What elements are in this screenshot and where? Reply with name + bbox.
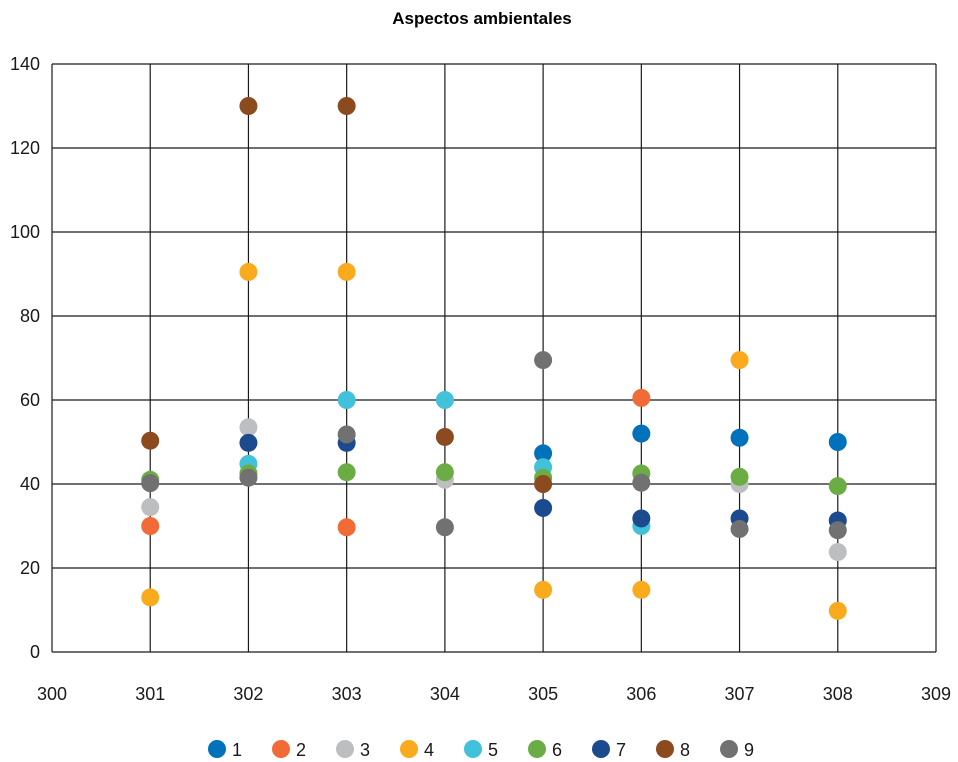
y-tick-label: 40 xyxy=(20,474,40,494)
data-points xyxy=(141,97,847,620)
data-point xyxy=(632,388,651,407)
x-tick-label: 305 xyxy=(528,684,558,704)
data-point xyxy=(632,424,651,443)
data-point xyxy=(435,427,454,446)
data-point xyxy=(534,351,553,370)
y-tick-label: 0 xyxy=(30,642,40,662)
data-point xyxy=(828,477,847,496)
x-tick-label: 307 xyxy=(725,684,755,704)
data-point xyxy=(239,262,258,281)
x-tick-label: 303 xyxy=(332,684,362,704)
legend-item: 5 xyxy=(464,740,498,760)
x-tick-label: 308 xyxy=(823,684,853,704)
data-point xyxy=(534,444,553,463)
x-tick-label: 309 xyxy=(921,684,951,704)
data-point xyxy=(337,463,356,482)
data-point xyxy=(337,425,356,444)
data-point xyxy=(534,580,553,599)
legend-item: 4 xyxy=(400,740,434,760)
grid xyxy=(51,63,937,653)
legend-marker xyxy=(272,740,290,758)
x-tick-label: 302 xyxy=(233,684,263,704)
data-point xyxy=(730,519,749,538)
data-point xyxy=(534,498,553,517)
data-point xyxy=(435,463,454,482)
series-8 xyxy=(141,97,553,493)
legend-item: 1 xyxy=(208,740,242,760)
data-point xyxy=(337,391,356,409)
y-tick-label: 140 xyxy=(10,54,40,74)
legend-marker xyxy=(208,740,226,758)
legend-item: 6 xyxy=(528,740,562,760)
y-tick-label: 120 xyxy=(10,138,40,158)
legend-label: 9 xyxy=(744,740,754,760)
data-point xyxy=(632,509,651,528)
data-point xyxy=(141,474,160,493)
data-point xyxy=(435,391,454,409)
chart-title: Aspectos ambientales xyxy=(392,9,572,28)
legend-label: 8 xyxy=(680,740,690,760)
legend-item: 3 xyxy=(336,740,370,760)
x-axis-ticks: 300 301 302 303 304 305 306 307 308 309 xyxy=(37,684,951,704)
data-point xyxy=(534,475,553,493)
legend-item: 9 xyxy=(720,740,754,760)
data-point xyxy=(632,473,651,492)
legend-label: 3 xyxy=(360,740,370,760)
legend-item: 8 xyxy=(656,740,690,760)
data-point xyxy=(828,433,847,451)
data-point xyxy=(141,517,160,535)
legend-item: 7 xyxy=(592,740,626,760)
legend-label: 4 xyxy=(424,740,434,760)
y-tick-label: 80 xyxy=(20,306,40,326)
x-tick-label: 300 xyxy=(37,684,67,704)
series-9 xyxy=(141,351,847,540)
legend-marker xyxy=(656,740,674,758)
legend-marker xyxy=(464,740,482,758)
series-1 xyxy=(534,424,847,463)
data-point xyxy=(435,518,454,537)
legend-label: 5 xyxy=(488,740,498,760)
data-point xyxy=(828,601,847,620)
data-point xyxy=(239,418,258,437)
data-point xyxy=(632,580,651,599)
legend-label: 7 xyxy=(616,740,626,760)
data-point xyxy=(828,543,847,562)
x-tick-label: 304 xyxy=(430,684,460,704)
data-point xyxy=(141,431,160,450)
legend: 1 2 3 4 5 6 7 8 9 xyxy=(208,740,754,760)
legend-marker xyxy=(400,740,418,758)
legend-label: 2 xyxy=(296,740,306,760)
data-point xyxy=(337,97,356,115)
data-point xyxy=(239,468,258,487)
legend-item: 2 xyxy=(272,740,306,760)
y-tick-label: 60 xyxy=(20,390,40,410)
series-2 xyxy=(141,388,651,537)
legend-marker xyxy=(720,740,738,758)
legend-marker xyxy=(528,740,546,758)
data-point xyxy=(828,521,847,540)
data-point xyxy=(730,351,749,370)
data-point xyxy=(337,518,356,537)
y-axis-ticks: 0 20 40 60 80 100 120 140 xyxy=(10,54,40,662)
series-4 xyxy=(141,262,847,620)
data-point xyxy=(239,433,258,452)
legend-marker xyxy=(336,740,354,758)
legend-label: 1 xyxy=(232,740,242,760)
x-tick-label: 306 xyxy=(626,684,656,704)
x-tick-label: 301 xyxy=(135,684,165,704)
data-point xyxy=(141,498,160,517)
y-tick-label: 20 xyxy=(20,558,40,578)
data-point xyxy=(239,97,258,115)
legend-marker xyxy=(592,740,610,758)
data-point xyxy=(730,428,749,447)
data-point xyxy=(337,262,356,281)
data-point xyxy=(141,588,160,607)
data-point xyxy=(730,467,749,486)
legend-label: 6 xyxy=(552,740,562,760)
y-tick-label: 100 xyxy=(10,222,40,242)
